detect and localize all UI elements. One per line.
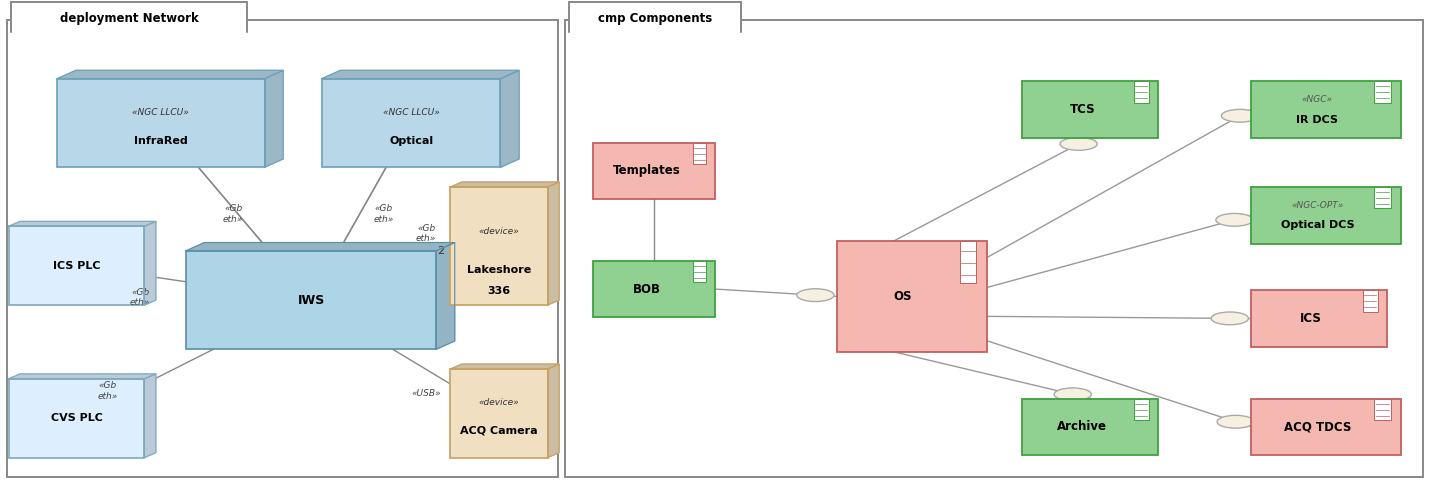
Circle shape xyxy=(1221,109,1258,122)
FancyBboxPatch shape xyxy=(960,241,977,283)
Polygon shape xyxy=(450,182,559,187)
Text: «NGC-OPT»: «NGC-OPT» xyxy=(1291,201,1343,210)
Polygon shape xyxy=(436,243,455,349)
Text: Templates: Templates xyxy=(613,164,681,178)
Text: 2: 2 xyxy=(438,246,443,256)
FancyBboxPatch shape xyxy=(322,79,500,167)
Polygon shape xyxy=(9,221,156,226)
Text: ICS: ICS xyxy=(1300,312,1321,325)
Polygon shape xyxy=(450,364,559,369)
FancyBboxPatch shape xyxy=(565,20,1423,477)
Circle shape xyxy=(1216,214,1253,226)
Polygon shape xyxy=(265,70,283,167)
FancyBboxPatch shape xyxy=(450,187,548,305)
FancyBboxPatch shape xyxy=(1251,290,1387,347)
FancyBboxPatch shape xyxy=(1251,81,1401,138)
FancyBboxPatch shape xyxy=(1022,399,1158,455)
Polygon shape xyxy=(548,182,559,305)
Circle shape xyxy=(1217,415,1254,428)
FancyBboxPatch shape xyxy=(593,261,715,317)
Text: InfraRed: InfraRed xyxy=(134,136,187,146)
Text: TCS: TCS xyxy=(1070,103,1095,116)
Text: Optical: Optical xyxy=(389,136,433,146)
Circle shape xyxy=(1060,138,1097,151)
Text: ACQ Camera: ACQ Camera xyxy=(460,426,538,436)
FancyBboxPatch shape xyxy=(1374,81,1391,103)
Polygon shape xyxy=(144,374,156,458)
Text: «Gb
eth»: «Gb eth» xyxy=(223,204,243,224)
FancyBboxPatch shape xyxy=(1134,81,1148,103)
Circle shape xyxy=(797,289,834,302)
Text: Optical DCS: Optical DCS xyxy=(1280,220,1354,230)
Text: «NGC LLCU»: «NGC LLCU» xyxy=(133,108,189,117)
Text: OS: OS xyxy=(894,290,912,303)
Text: «device»: «device» xyxy=(479,227,519,236)
FancyBboxPatch shape xyxy=(1134,399,1148,420)
Circle shape xyxy=(1054,388,1091,400)
FancyBboxPatch shape xyxy=(1374,187,1391,209)
FancyBboxPatch shape xyxy=(1022,81,1158,138)
Text: «device»: «device» xyxy=(479,398,519,407)
Text: BOB: BOB xyxy=(633,282,661,296)
FancyBboxPatch shape xyxy=(1251,187,1401,244)
Text: «Gb
eth»: «Gb eth» xyxy=(97,381,117,401)
Text: IWS: IWS xyxy=(297,294,325,307)
FancyBboxPatch shape xyxy=(57,79,265,167)
Text: ACQ TDCS: ACQ TDCS xyxy=(1284,420,1351,433)
Text: Archive: Archive xyxy=(1057,420,1107,433)
FancyBboxPatch shape xyxy=(1363,290,1377,312)
Polygon shape xyxy=(548,364,559,458)
FancyBboxPatch shape xyxy=(694,143,706,164)
FancyBboxPatch shape xyxy=(569,2,741,34)
Text: Lakeshore: Lakeshore xyxy=(468,265,531,275)
FancyBboxPatch shape xyxy=(9,379,144,458)
Polygon shape xyxy=(500,70,519,167)
FancyBboxPatch shape xyxy=(9,226,144,305)
FancyBboxPatch shape xyxy=(593,143,715,199)
Text: deployment Network: deployment Network xyxy=(60,12,199,25)
FancyBboxPatch shape xyxy=(694,261,706,282)
Polygon shape xyxy=(57,70,283,79)
FancyBboxPatch shape xyxy=(1374,399,1391,420)
Text: «USB»: «USB» xyxy=(412,389,440,398)
Text: «Gb
eth»: «Gb eth» xyxy=(130,288,150,308)
Text: «NGC»: «NGC» xyxy=(1301,95,1333,104)
Text: «NGC LLCU»: «NGC LLCU» xyxy=(383,108,439,117)
FancyBboxPatch shape xyxy=(837,241,987,352)
Circle shape xyxy=(1211,312,1248,325)
Text: cmp Components: cmp Components xyxy=(598,12,712,25)
Polygon shape xyxy=(186,243,455,251)
Text: 336: 336 xyxy=(488,286,511,296)
Text: IR DCS: IR DCS xyxy=(1297,115,1338,124)
Text: «Gb
eth»: «Gb eth» xyxy=(416,224,436,244)
FancyBboxPatch shape xyxy=(450,369,548,458)
FancyBboxPatch shape xyxy=(1251,399,1401,455)
Text: ICS PLC: ICS PLC xyxy=(53,261,100,271)
Polygon shape xyxy=(322,70,519,79)
FancyBboxPatch shape xyxy=(7,20,558,477)
Text: «Gb
eth»: «Gb eth» xyxy=(373,204,393,224)
FancyBboxPatch shape xyxy=(11,2,247,34)
Polygon shape xyxy=(144,221,156,305)
FancyBboxPatch shape xyxy=(186,251,436,349)
Polygon shape xyxy=(9,374,156,379)
Text: CVS PLC: CVS PLC xyxy=(50,413,103,423)
